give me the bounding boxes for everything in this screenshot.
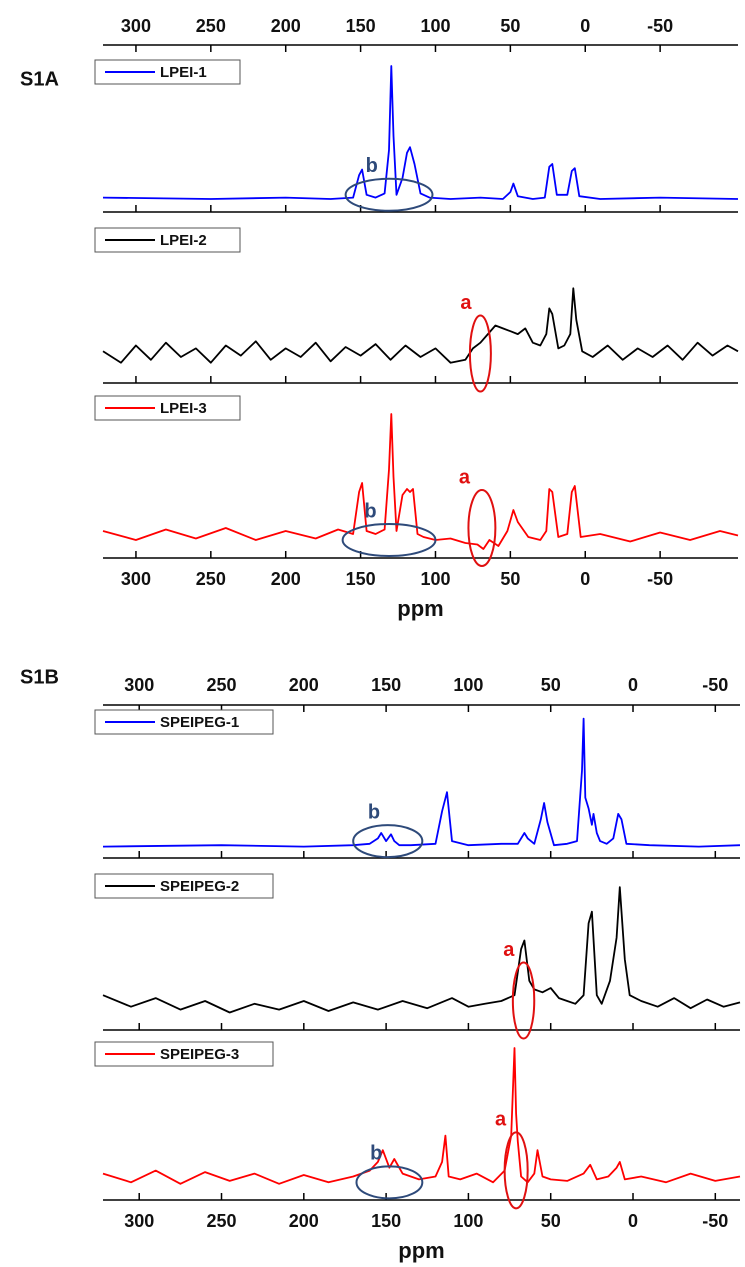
spectrum-line (102, 1047, 741, 1185)
annotation-label: b (368, 801, 380, 823)
x-tick-label: 150 (371, 675, 401, 695)
x-tick-label: 200 (271, 16, 301, 36)
legend-label: SPEIPEG-3 (160, 1046, 239, 1063)
x-tick-label: 200 (271, 569, 301, 589)
x-tick-label: 100 (420, 569, 450, 589)
legend-label: LPEI-1 (160, 64, 207, 81)
annotation-ellipse (467, 489, 497, 567)
x-tick-label: -50 (647, 16, 673, 36)
x-tick-label: 50 (541, 1211, 561, 1231)
x-tick-label: 200 (289, 1211, 319, 1231)
x-tick-label: 150 (371, 1211, 401, 1231)
x-tick-label: 100 (420, 16, 450, 36)
x-tick-label: 50 (500, 16, 520, 36)
x-tick-label: 0 (628, 1211, 638, 1231)
annotation-label: a (460, 292, 472, 314)
legend-label: SPEIPEG-1 (160, 714, 239, 731)
x-tick-label: 0 (628, 675, 638, 695)
legend-box (94, 709, 274, 735)
annotation-ellipse (352, 824, 424, 859)
x-tick-label: 300 (124, 675, 154, 695)
x-axis-label: ppm (397, 596, 443, 621)
x-tick-label: -50 (702, 675, 728, 695)
spectrum-line (102, 886, 741, 1014)
x-tick-label: 250 (196, 569, 226, 589)
x-tick-label: 0 (580, 569, 590, 589)
annotation-ellipse (355, 1165, 424, 1200)
x-tick-label: 0 (580, 16, 590, 36)
x-tick-label: 300 (121, 16, 151, 36)
annotation-ellipse (344, 177, 434, 212)
spectrum-line (102, 717, 741, 848)
panel-title: S1B (20, 666, 59, 688)
x-tick-label: 300 (124, 1211, 154, 1231)
x-tick-label: 50 (541, 675, 561, 695)
annotation-ellipse (511, 961, 536, 1040)
x-tick-label: 50 (500, 569, 520, 589)
annotation-label: b (364, 500, 376, 522)
annotation-label: a (459, 466, 471, 488)
annotation-ellipse (503, 1131, 529, 1210)
x-tick-label: 250 (206, 1211, 236, 1231)
legend-label: LPEI-2 (160, 232, 207, 249)
x-tick-label: 200 (289, 675, 319, 695)
annotation-ellipse (341, 523, 437, 557)
annotation-label: b (366, 155, 378, 177)
x-tick-label: 300 (121, 569, 151, 589)
panel-title: S1A (20, 68, 59, 90)
x-axis-label: ppm (398, 1238, 444, 1263)
legend-label: SPEIPEG-2 (160, 878, 239, 895)
x-tick-label: -50 (702, 1211, 728, 1231)
x-tick-label: 250 (196, 16, 226, 36)
annotation-ellipse (468, 314, 492, 393)
x-tick-label: -50 (647, 569, 673, 589)
x-tick-label: 100 (453, 1211, 483, 1231)
legend-label: LPEI-3 (160, 400, 207, 417)
spectrum-line (102, 287, 739, 364)
x-tick-label: 150 (346, 569, 376, 589)
x-tick-label: 150 (346, 16, 376, 36)
annotation-label: a (503, 939, 515, 961)
annotation-label: a (495, 1109, 507, 1131)
spectrum-line (102, 65, 739, 200)
x-tick-label: 100 (453, 675, 483, 695)
annotation-label: b (370, 1143, 382, 1165)
x-tick-label: 250 (206, 675, 236, 695)
